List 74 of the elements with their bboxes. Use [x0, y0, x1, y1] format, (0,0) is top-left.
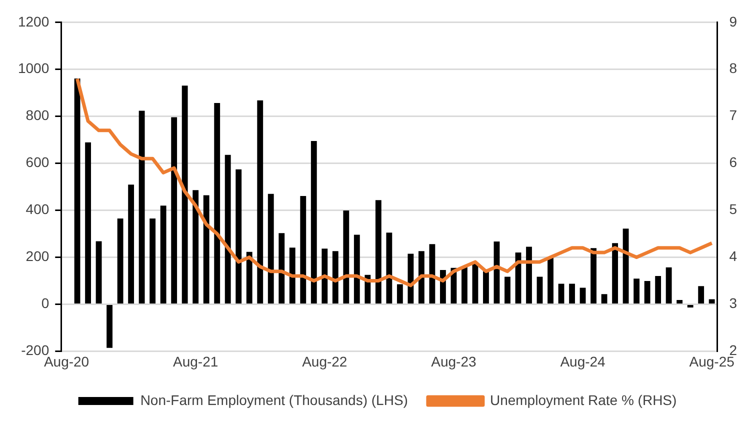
bar [462, 266, 468, 304]
bar [106, 304, 112, 348]
bar [558, 284, 564, 304]
bar [622, 228, 629, 304]
y2-tick-label: 8 [729, 60, 738, 76]
bar [536, 276, 543, 304]
bar [214, 102, 220, 304]
legend-label: Unemployment Rate % (RHS) [490, 392, 677, 408]
y2-tick-label: 6 [729, 154, 738, 170]
bar [375, 200, 382, 304]
bar [160, 206, 166, 304]
y2-tick-label: 7 [729, 107, 738, 124]
bar [74, 78, 80, 304]
y2-tick-label: 5 [729, 201, 738, 218]
bar [310, 141, 317, 304]
bar [289, 248, 296, 304]
bar [236, 169, 242, 304]
bar [408, 254, 414, 304]
bar [203, 195, 210, 304]
bar [483, 271, 489, 304]
bar [386, 232, 392, 304]
x-tick-label: Aug-21 [173, 353, 218, 370]
y-tick-label: 200 [26, 248, 50, 264]
bar [634, 278, 640, 304]
bar [257, 100, 264, 304]
bar [117, 218, 124, 304]
bar [612, 243, 618, 304]
bar [526, 246, 532, 304]
bar [580, 288, 586, 304]
y-tick-label: 1000 [18, 60, 50, 76]
bar [300, 196, 306, 304]
y-tick-label: 600 [26, 154, 50, 170]
legend-label: Non-Farm Employment (Thousands) (LHS) [140, 392, 408, 408]
bar [332, 251, 338, 304]
bar [418, 251, 424, 304]
y-tick-label: 800 [26, 107, 50, 124]
bar [698, 286, 704, 304]
bar [687, 304, 694, 308]
y2-tick-label: 3 [729, 295, 738, 312]
bar [268, 194, 274, 304]
bar [569, 284, 575, 304]
x-tick-label: Aug-24 [560, 353, 606, 370]
y-tick-label: 1200 [18, 13, 50, 30]
bar [322, 248, 328, 304]
bar [128, 184, 134, 304]
bar [171, 117, 178, 304]
bar [601, 294, 608, 304]
bar [676, 300, 683, 304]
bar [396, 284, 403, 304]
y2-tick-label: 4 [729, 248, 738, 264]
bar [246, 252, 252, 304]
y2-tick-label: 9 [729, 13, 738, 30]
bar [138, 110, 145, 304]
bar [644, 280, 650, 304]
bar [182, 86, 188, 304]
bar [655, 276, 662, 304]
x-tick-label: Aug-22 [302, 353, 348, 370]
y-tick-label: 0 [41, 295, 50, 312]
bar [96, 241, 102, 304]
x-tick-label: Aug-23 [431, 353, 476, 370]
bar [192, 190, 199, 304]
bar [150, 218, 156, 304]
bar [590, 248, 596, 304]
bar [429, 244, 436, 304]
bar [354, 234, 360, 304]
bar [504, 276, 510, 304]
bar [343, 210, 350, 304]
y2-tick-label: 2 [729, 342, 738, 358]
bar [548, 257, 554, 304]
bar [666, 267, 672, 304]
bar [85, 142, 91, 304]
bar [224, 154, 231, 304]
bar [278, 233, 285, 304]
y-tick-label: 400 [26, 201, 50, 218]
